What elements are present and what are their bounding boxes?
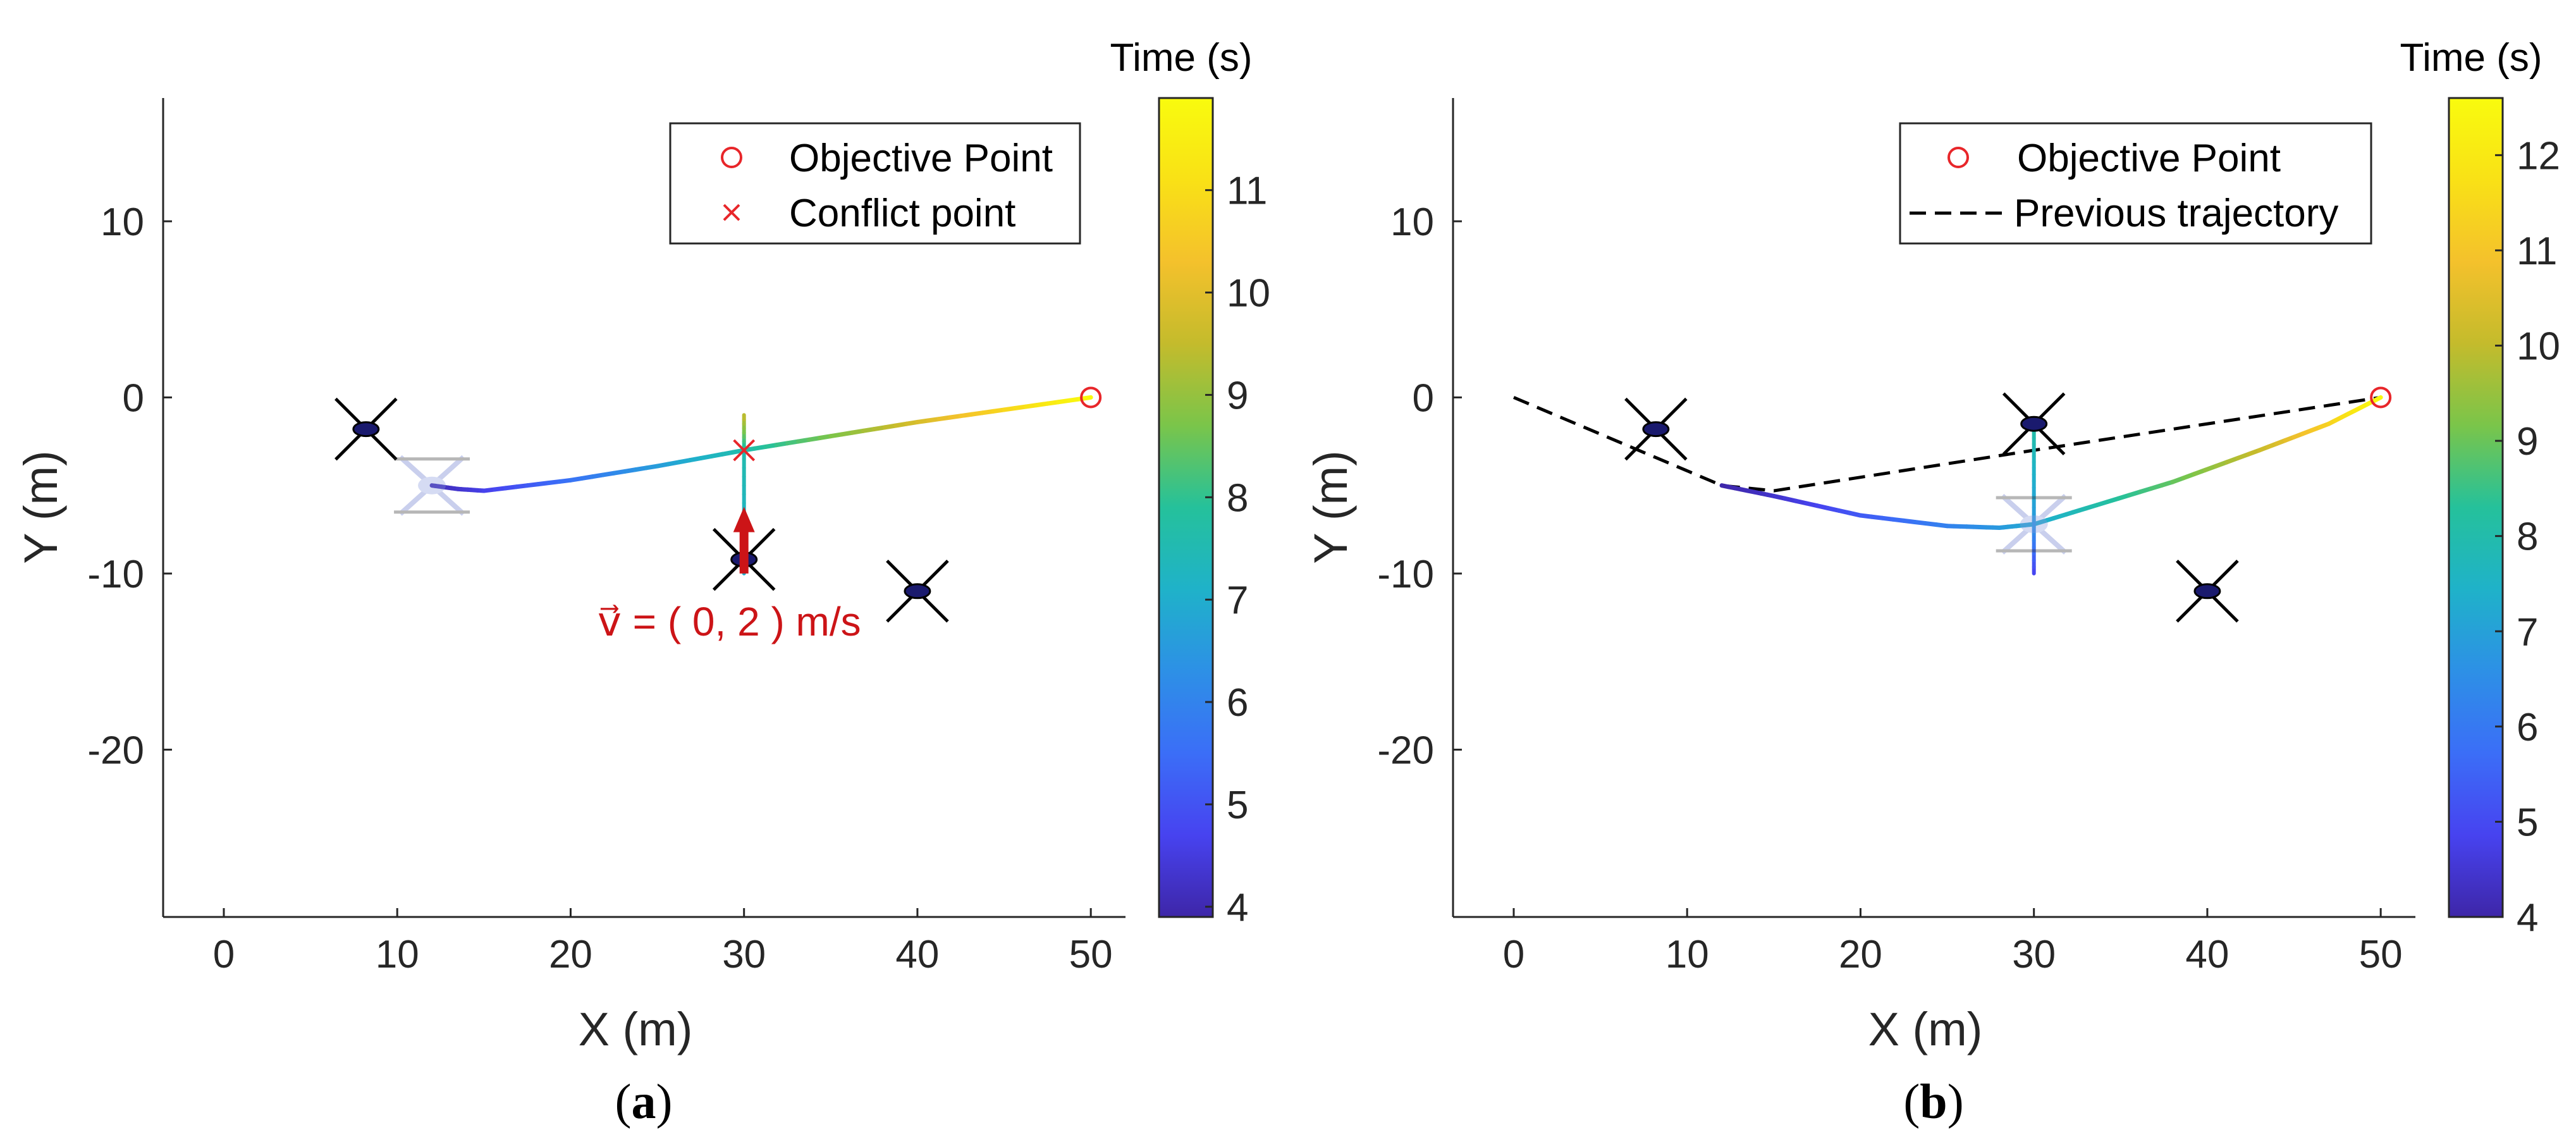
colorbar-tick-label: 12 [2517,134,2560,178]
x-tick-label: 30 [2012,933,2056,976]
colorbar-tick-label: 5 [2517,801,2538,844]
colorbar-tick-label: 4 [2517,896,2538,940]
panel-b-caption-letter: b [1920,1074,1947,1129]
x-tick-label: 20 [549,933,592,976]
panel-a-colorbar-title: Time (s) [1110,36,1253,80]
velocity-arrow-head [733,507,755,532]
drone-icon [1624,397,1688,461]
y-tick-label: 0 [1413,376,1434,420]
x-tick-label: 50 [1069,933,1113,976]
panel-a-legend-conflict-marker [723,204,740,221]
panel-b-colorbar-gradient [2448,97,2504,918]
previous-trajectory-line [1513,395,2381,493]
panel-a-caption-letter: a [632,1074,656,1129]
x-tick-label: 40 [895,933,939,976]
panel-a-velocity-label: v⃗ = ( 0, 2 ) m/s [598,599,861,644]
y-tick-label: -10 [87,553,144,596]
y-tick-label: -10 [1377,553,1434,596]
panel-a-drones [334,397,949,623]
panel-b-legend-item-objective: Objective Point [1947,137,2281,180]
panel-b-colorbar: 4 5 6 7 8 9 10 11 12 Time (s) [2400,36,2560,940]
objective-point-marker [2370,386,2392,409]
x-tick-label: 50 [2359,933,2403,976]
panel-b-markers [2370,386,2392,409]
panel-b-x-ticks: 0 10 20 30 40 50 [1503,908,2403,976]
drone-icon [1996,493,2072,555]
panel-b-plot-area [1452,98,2415,918]
x-tick-label: 20 [1839,933,1882,976]
y-tick-label: 10 [1390,200,1434,244]
panel-b-colorbar-title: Time (s) [2400,36,2542,80]
objective-point-marker [1080,386,1102,409]
panel-a-velocity-arrow [733,507,755,574]
panel-a-legend-objective-label: Objective Point [789,137,1053,180]
panel-a-legend-box [669,122,1081,245]
panel-a-colorbar-gradient [1158,97,1214,918]
colorbar-tick-label: 7 [2517,610,2538,654]
y-tick-label: -20 [87,729,144,772]
colorbar-tick-label: 11 [1227,169,1267,213]
panel-a-legend: Objective Point Conflict point [669,122,1081,245]
panel-b-legend: Objective Point Previous trajectory [1899,122,2372,245]
panel-a-markers [733,386,1102,462]
panel-b-caption: (b) [1903,1074,1963,1129]
x-tick-label: 40 [2185,933,2229,976]
conflict-point-marker [733,439,756,462]
x-tick-label: 0 [213,933,235,976]
panel-a-colorbar: 4 5 6 7 8 9 10 11 Time (s) [1110,36,1270,930]
y-tick-label: -20 [1377,729,1434,772]
drone-icon [334,397,398,461]
x-tick-label: 10 [376,933,419,976]
colorbar-tick-label: 4 [1227,886,1248,930]
panel-b-x-label: X (m) [1868,1003,1983,1055]
colorbar-tick-label: 5 [1227,784,1248,827]
x-tick-label: 10 [1665,933,1709,976]
panel-a-y-label: Y (m) [15,450,67,564]
x-tick-label: 30 [722,933,766,976]
panel-b-legend-item-previous: Previous trajectory [1910,192,2338,235]
colorbar-tick-label: 8 [2517,515,2538,559]
panel-a-y-ticks: 10 0 -10 -20 [87,200,172,772]
panel-a-legend-conflict-label: Conflict point [789,192,1015,235]
panel-a-x-ticks: 0 10 20 30 40 50 [213,908,1113,976]
panel-a-legend-item-objective: Objective Point [721,137,1053,180]
drone-icon [2002,392,2066,455]
colorbar-tick-label: 8 [1227,476,1248,520]
panel-b-legend-previous-label: Previous trajectory [2014,192,2338,235]
y-tick-label: 0 [123,376,144,420]
trajectory-segment [2372,395,2383,403]
panel-a-legend-objective-marker [721,147,742,168]
panel-b-legend-objective-marker [1947,147,1969,168]
panel-a: 0 10 20 30 40 50 100-10-20 v⃗ = ( 0, 2 ) m/s … [15,36,1270,1129]
panel-b-legend-box [1899,122,2372,245]
colorbar-tick-label: 9 [1227,374,1248,417]
y-tick-label: 10 [101,200,144,244]
drone-icon [2176,560,2239,623]
panel-b-trajectory [1719,395,2383,531]
panel-b: 0 10 20 30 40 50 10 0 -10 -20 Objective Point Pr… [1304,36,2560,1129]
panel-b-legend-objective-label: Objective Point [2017,137,2281,180]
colorbar-tick-label: 9 [2517,420,2538,464]
panel-a-x-label: X (m) [579,1003,693,1055]
panel-b-drones [1624,392,2239,623]
drone-icon [394,455,470,516]
drone-icon [886,560,949,623]
panel-b-y-ticks: 10 0 -10 -20 [1377,200,1462,772]
colorbar-tick-label: 7 [1227,579,1248,622]
panel-a-colorbar-ticks: 4 5 6 7 8 9 10 11 [1205,169,1270,930]
panel-b-colorbar-ticks: 4 5 6 7 8 9 10 11 12 [2495,134,2560,940]
colorbar-tick-label: 11 [2517,230,2557,273]
x-tick-label: 0 [1503,933,1524,976]
colorbar-tick-label: 10 [2517,325,2560,369]
colorbar-tick-label: 6 [1227,681,1248,725]
panel-b-y-label: Y (m) [1304,450,1357,564]
colorbar-tick-label: 10 [1227,272,1270,316]
panel-a-plot-area [162,98,1125,918]
panel-a-legend-item-conflict: Conflict point [723,192,1015,235]
panel-a-trajectory [429,395,1093,493]
colorbar-tick-label: 6 [2517,706,2538,749]
panel-a-caption: (a) [615,1074,673,1129]
panel-b-previous-trajectory [1513,395,2381,493]
